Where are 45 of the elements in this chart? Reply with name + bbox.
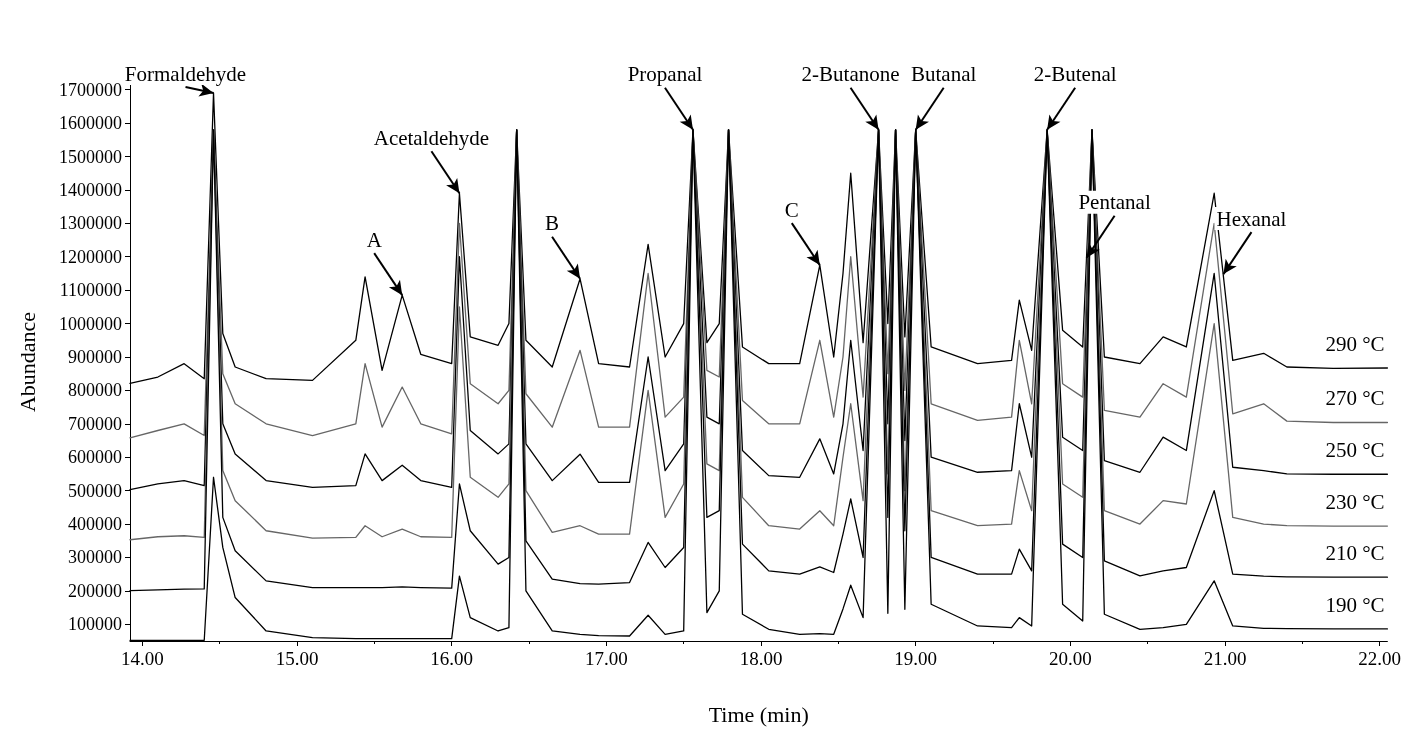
x-tick-label: 16.00 [430,648,474,669]
annotation: 2-Butenal [1033,62,1117,87]
y-tick-label: 800000 [68,380,122,401]
y-tick-label: 300000 [68,547,122,568]
y-tick-label: 1500000 [59,146,122,167]
y-tick-label: 400000 [68,514,122,535]
y-tick-label: 1400000 [59,179,122,200]
y-tick-label: 500000 [68,480,122,501]
series-label: 250 °C [1325,438,1385,463]
x-tick-label: 15.00 [275,648,319,669]
annotation: Acetaldehyde [373,125,490,150]
annotation: Formaldehyde [124,61,247,86]
x-axis-title: Time (min) [708,701,809,727]
series-label: 290 °C [1325,332,1385,357]
x-tick-label: 14.00 [121,648,164,669]
y-tick-label: 700000 [68,413,122,434]
y-tick-label: 600000 [68,447,122,468]
x-tick-label: 20.00 [1048,648,1092,669]
y-tick-label: 1000000 [59,313,122,334]
y-tick-label: 100000 [68,614,122,635]
series-label: 210 °C [1325,541,1385,566]
x-tick-label: 22.00 [1358,648,1402,669]
annotation: Butanal [911,62,977,87]
annotation: C [784,197,799,222]
y-tick-label: 1100000 [59,280,122,301]
annotation: Propanal [627,62,703,87]
annotation: Pentanal [1078,190,1151,215]
y-tick-label: 1700000 [59,79,122,100]
x-tick-label: 21.00 [1203,648,1247,669]
annotation: 2-Butanone [801,62,900,87]
y-tick-label: 200000 [68,580,122,601]
annotation: Hexanal [1216,206,1287,231]
x-tick-label: 18.00 [739,648,783,669]
series-label: 270 °C [1325,386,1385,411]
series-label: 190 °C [1325,592,1385,617]
y-tick-label: 900000 [68,346,122,367]
x-tick-label: 19.00 [894,648,938,669]
x-tick-label: 17.00 [584,648,628,669]
y-tick-label: 1600000 [59,113,122,134]
annotation: A [366,227,383,252]
annotation: B [545,211,560,236]
series-label: 230 °C [1325,490,1385,515]
y-tick-label: 1200000 [59,246,122,267]
y-tick-label: 1300000 [59,213,122,234]
y-axis-title: Abundance [14,311,40,413]
